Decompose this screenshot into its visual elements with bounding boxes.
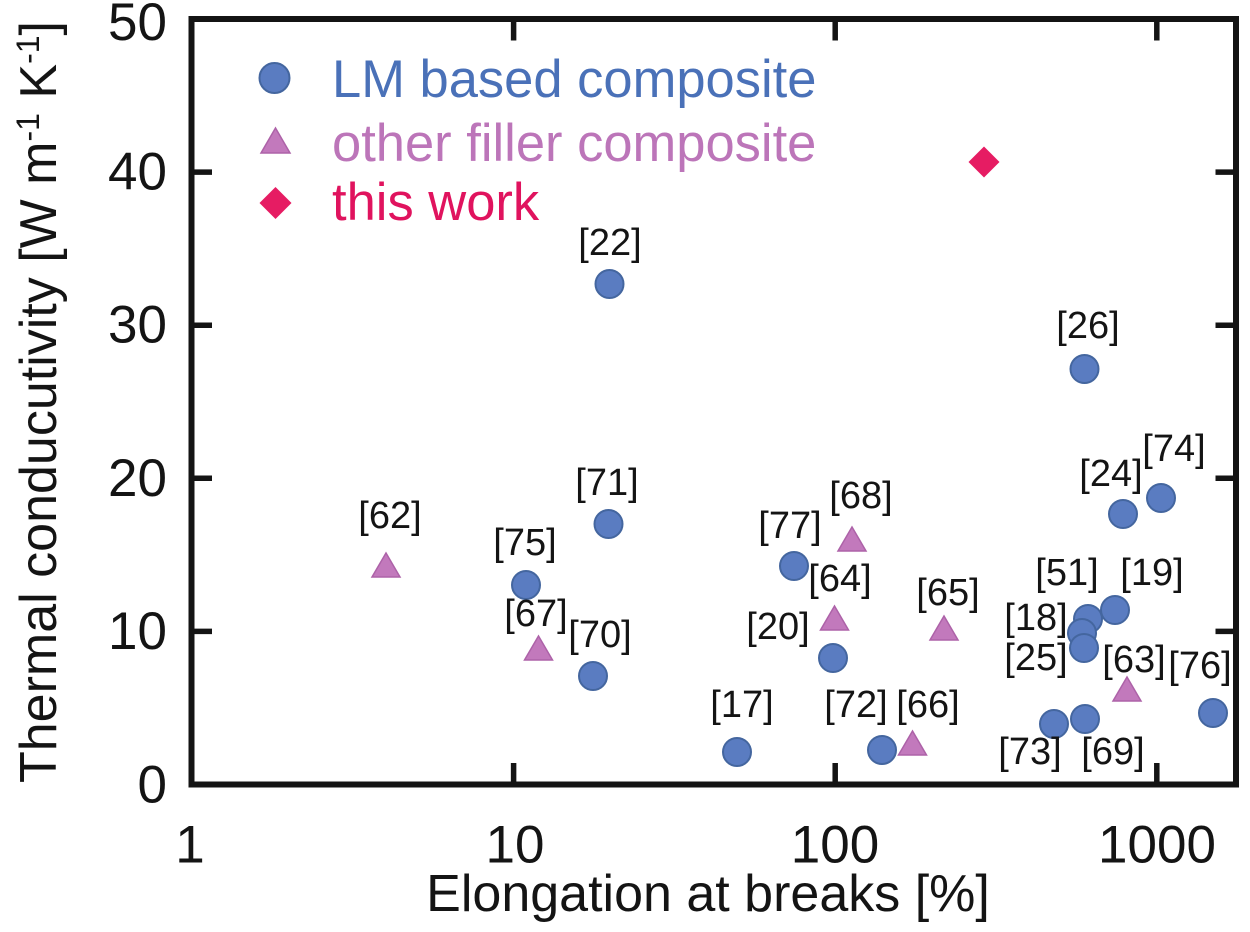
svg-text:[22]: [22] [578,222,641,264]
svg-text:[66]: [66] [896,684,959,726]
svg-text:[20]: [20] [746,606,809,648]
svg-text:[26]: [26] [1056,305,1119,347]
svg-text:[63]: [63] [1102,639,1165,681]
svg-text:100: 100 [791,816,879,875]
svg-text:Elongation at breaks [%]: Elongation at breaks [%] [426,865,990,923]
svg-text:Thermal conducutivity [W m-1 K: Thermal conducutivity [W m-1 K-1] [10,21,68,783]
svg-text:10: 10 [108,602,167,661]
svg-text:[18]: [18] [1004,597,1067,639]
svg-text:LM based composite: LM based composite [332,50,816,109]
svg-text:40: 40 [108,143,167,202]
svg-text:1000: 1000 [1098,816,1216,875]
svg-text:[77]: [77] [758,505,821,547]
svg-text:[70]: [70] [568,614,631,656]
svg-text:20: 20 [108,449,167,508]
svg-text:[65]: [65] [916,572,979,614]
svg-text:[76]: [76] [1168,645,1231,687]
svg-text:0: 0 [138,756,167,815]
svg-text:[74]: [74] [1142,428,1205,470]
svg-text:[24]: [24] [1079,453,1142,495]
svg-text:1: 1 [175,816,204,875]
svg-text:[67]: [67] [504,593,567,635]
svg-text:[75]: [75] [493,522,556,564]
svg-text:30: 30 [108,296,167,355]
svg-text:[69]: [69] [1081,731,1144,773]
svg-text:[62]: [62] [358,495,421,537]
svg-text:[25]: [25] [1004,637,1067,679]
svg-text:other filler composite: other filler composite [332,114,816,173]
svg-text:[72]: [72] [824,684,887,726]
svg-text:50: 50 [108,0,167,52]
svg-text:[51]: [51] [1035,552,1098,594]
svg-text:[71]: [71] [575,462,638,504]
svg-text:[64]: [64] [808,558,871,600]
svg-text:[19]: [19] [1120,552,1183,594]
svg-text:[73]: [73] [998,731,1061,773]
svg-text:10: 10 [486,816,545,875]
svg-text:[17]: [17] [710,684,773,726]
svg-text:[68]: [68] [829,475,892,517]
svg-text:this work: this work [332,173,540,232]
